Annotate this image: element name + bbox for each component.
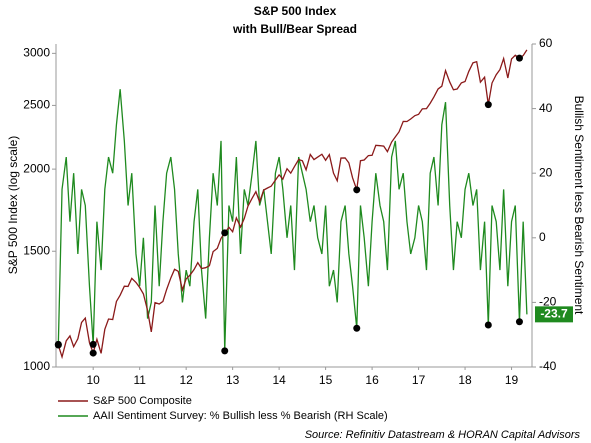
- x-tick-label: 16: [365, 373, 379, 387]
- y2-tick-label: -40: [539, 359, 557, 373]
- x-tick-label: 12: [179, 373, 193, 387]
- chart-subtitle: with Bull/Bear Spread: [232, 22, 357, 36]
- extreme-marker: [353, 324, 361, 332]
- y2-tick-label: -20: [539, 295, 557, 309]
- x-tick-label: 15: [319, 373, 333, 387]
- extreme-marker: [484, 101, 492, 109]
- x-tick-label: 11: [133, 373, 146, 387]
- last-value-box: [535, 306, 573, 323]
- series-line: [57, 89, 528, 351]
- extreme-marker: [221, 229, 229, 237]
- x-tick-label: 13: [226, 373, 240, 387]
- extreme-marker: [89, 349, 97, 357]
- extreme-marker: [353, 186, 361, 194]
- y2-tick-label: 20: [539, 165, 553, 179]
- y2-tick-label: 40: [539, 101, 553, 115]
- x-tick-label: 18: [458, 373, 472, 387]
- legend-label: AAII Sentiment Survey: % Bullish less % …: [93, 410, 388, 422]
- extreme-marker: [89, 340, 97, 348]
- extreme-marker: [221, 347, 229, 355]
- series-line: [57, 49, 528, 360]
- extreme-marker: [515, 318, 523, 326]
- y-tick-label: 2000: [23, 161, 50, 175]
- y2-axis-title: Bullish Sentiment less Bearish Sentiment: [572, 96, 586, 315]
- y-tick-label: 1000: [23, 359, 50, 373]
- x-tick-label: 10: [87, 373, 101, 387]
- x-tick-label: 17: [412, 373, 426, 387]
- x-tick-label: 19: [505, 373, 519, 387]
- y-tick-label: 2500: [23, 98, 50, 112]
- x-tick-label: 14: [272, 373, 286, 387]
- source-note: Source: Refinitiv Datastream & HORAN Cap…: [305, 429, 581, 441]
- extreme-marker: [484, 321, 492, 329]
- y2-tick-label: 60: [539, 36, 553, 50]
- y-tick-label: 1500: [23, 243, 50, 257]
- last-value-label: -23.7: [540, 307, 568, 321]
- extreme-marker: [54, 340, 62, 348]
- extreme-marker: [515, 54, 523, 62]
- y2-tick-label: 0: [539, 230, 546, 244]
- y-tick-label: 3000: [23, 46, 50, 60]
- y-axis-title: S&P 500 Index (log scale): [6, 136, 20, 275]
- chart-title: S&P 500 Index: [254, 4, 337, 18]
- legend-label: S&P 500 Composite: [93, 395, 192, 407]
